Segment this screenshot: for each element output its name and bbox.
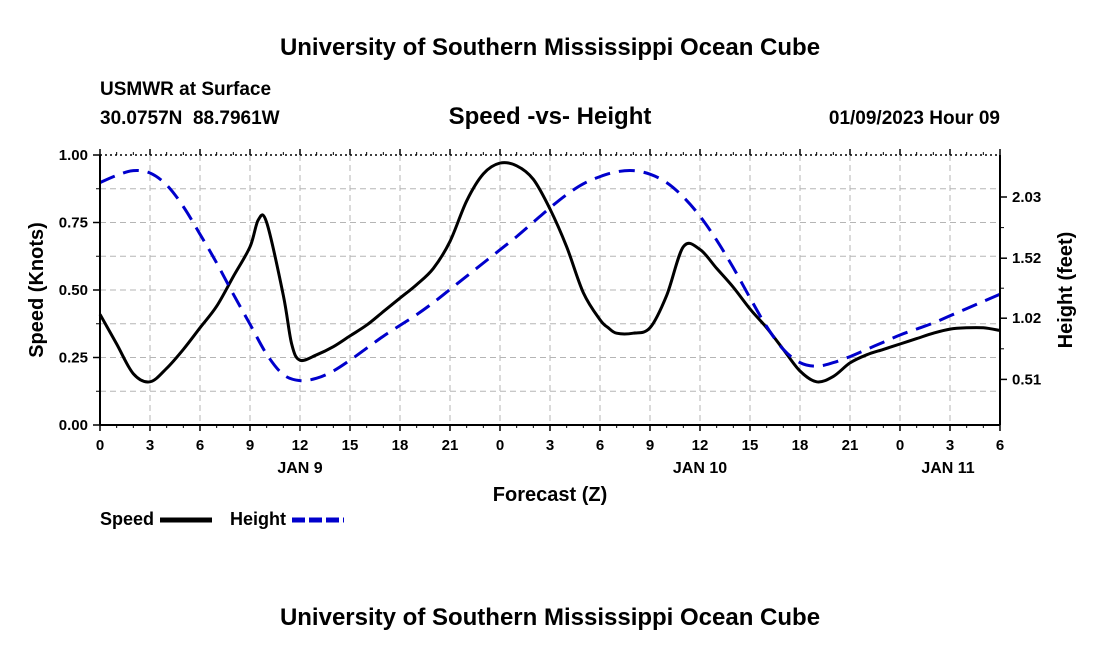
x-tick-label: 18: [792, 437, 809, 454]
legend-label-height: Height: [230, 509, 286, 529]
x-date-label: JAN 10: [673, 460, 727, 477]
y-tick-label: 0.00: [59, 417, 88, 434]
y2-tick-label: 0.51: [1012, 371, 1041, 388]
x-tick-label: 12: [292, 437, 309, 454]
x-axis-title: Forecast (Z): [493, 484, 607, 506]
y-tick-label: 0.75: [59, 215, 88, 232]
axes: 0 3 6 9 12 15 18 21 0 3 6 9 12 15 18 21 0 3 6 0.00 0.25 0.50 0…: [59, 147, 1041, 477]
page-title: University of Southern Mississippi Ocean…: [280, 34, 820, 61]
footer-title: University of Southern Mississippi Ocean…: [280, 604, 820, 631]
chart-title: Speed -vs- Height: [449, 103, 652, 130]
datetime-label: 01/09/2023 Hour 09: [829, 108, 1000, 129]
y-axis-title: Speed (Knots): [26, 222, 48, 358]
x-tick-label: 0: [496, 437, 504, 454]
x-tick-label: 15: [742, 437, 759, 454]
x-tick-label: 21: [442, 437, 459, 454]
x-tick-label: 6: [196, 437, 204, 454]
station-label: USMWR at Surface: [100, 79, 271, 100]
series-line-height: [99, 168, 1001, 383]
x-tick-label: 15: [342, 437, 359, 454]
y2-tick-label: 2.03: [1012, 189, 1041, 206]
legend-label-speed: Speed: [100, 509, 154, 529]
x-tick-label: 9: [246, 437, 254, 454]
x-tick-label: 6: [596, 437, 604, 454]
y2-tick-label: 1.02: [1012, 310, 1041, 327]
y-tick-label: 1.00: [59, 147, 88, 164]
x-tick-label: 12: [692, 437, 709, 454]
y2-axis-title: Height (feet): [1055, 232, 1077, 349]
x-tick-label: 3: [146, 437, 154, 454]
coordinates-label: 30.0757N 88.7961W: [100, 108, 280, 129]
x-tick-label: 0: [896, 437, 904, 454]
y-tick-label: 0.50: [59, 282, 88, 299]
series-line-speed: [98, 161, 1001, 384]
y2-tick-label: 1.52: [1012, 250, 1041, 267]
legend: Speed Height: [100, 509, 344, 529]
series-layer: [98, 161, 1001, 384]
x-tick-label: 6: [996, 437, 1004, 454]
x-tick-label: 0: [96, 437, 104, 454]
y-tick-label: 0.25: [59, 350, 88, 367]
x-date-label: JAN 11: [921, 460, 974, 477]
x-tick-label: 3: [546, 437, 554, 454]
x-tick-label: 3: [946, 437, 954, 454]
x-tick-label: 21: [842, 437, 859, 454]
x-tick-label: 9: [646, 437, 654, 454]
x-tick-label: 18: [392, 437, 409, 454]
x-date-label: JAN 9: [277, 460, 322, 477]
